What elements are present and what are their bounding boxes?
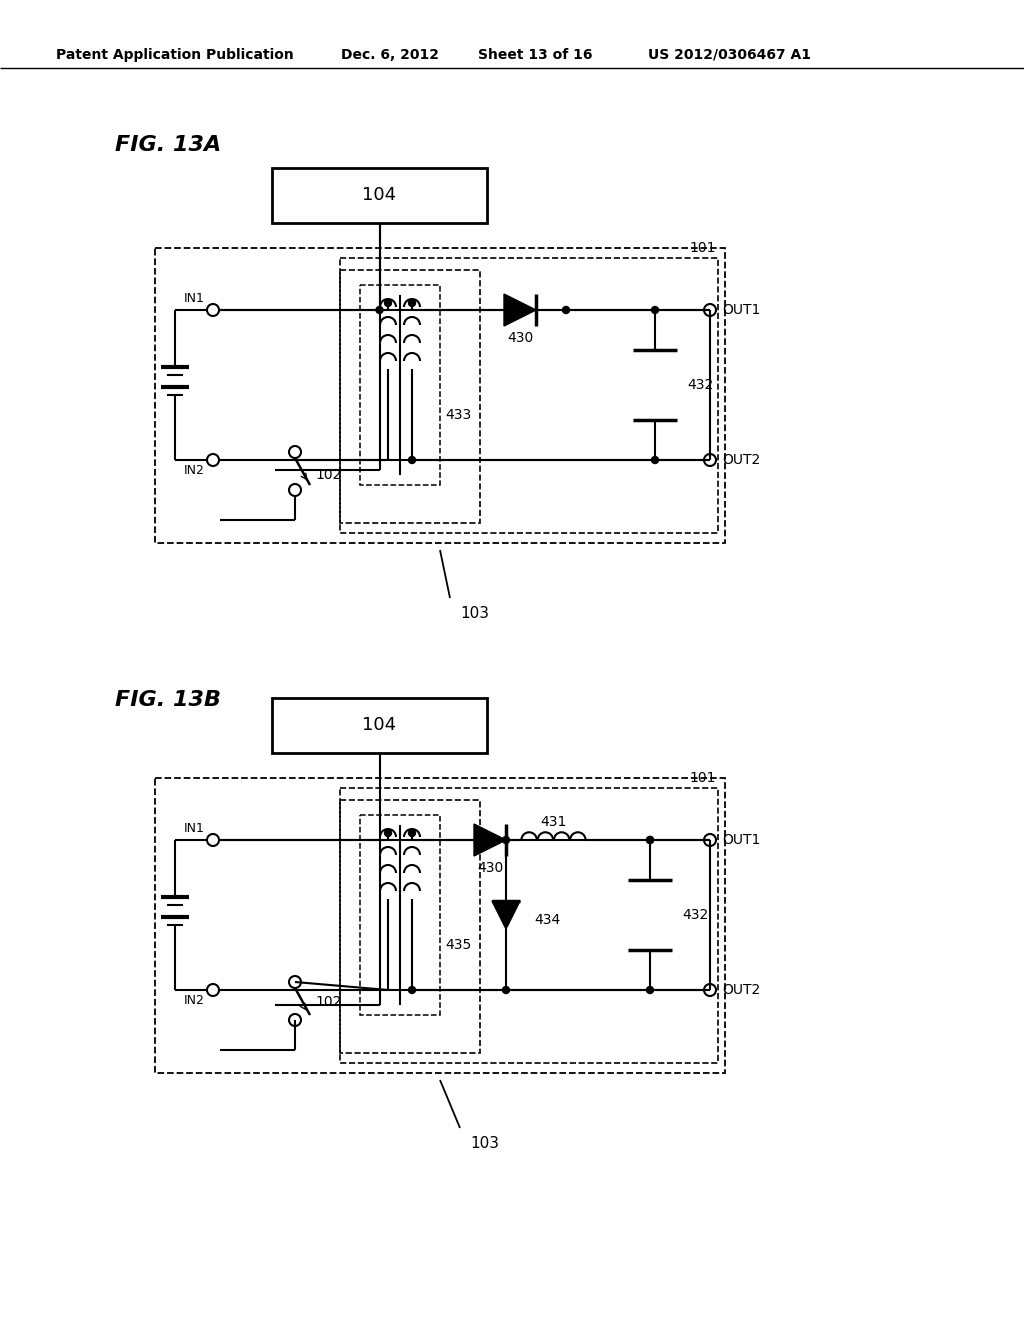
Circle shape (207, 454, 219, 466)
Text: IN2: IN2 (184, 994, 205, 1006)
Text: 102: 102 (315, 469, 341, 482)
Bar (340, 800, 480, 1053)
Circle shape (705, 983, 716, 997)
Text: IN1: IN1 (184, 821, 205, 834)
Circle shape (207, 304, 219, 315)
Circle shape (705, 834, 716, 846)
Text: 430: 430 (477, 861, 503, 875)
Bar (340, 788, 718, 1063)
Text: US 2012/0306467 A1: US 2012/0306467 A1 (648, 48, 811, 62)
Bar (155, 248, 725, 543)
Bar (340, 271, 480, 523)
Circle shape (376, 306, 383, 314)
Text: Sheet 13 of 16: Sheet 13 of 16 (478, 48, 592, 62)
Circle shape (705, 304, 716, 315)
Text: 101: 101 (689, 771, 716, 785)
Text: OUT2: OUT2 (722, 983, 760, 997)
Circle shape (646, 837, 653, 843)
Text: 430: 430 (507, 331, 534, 345)
Text: 435: 435 (445, 939, 471, 952)
Text: 431: 431 (541, 814, 566, 829)
Text: IN2: IN2 (184, 463, 205, 477)
Bar (155, 777, 725, 1073)
Circle shape (705, 454, 716, 466)
Circle shape (289, 484, 301, 496)
Text: 104: 104 (362, 717, 396, 734)
Bar (272, 168, 487, 223)
Polygon shape (492, 902, 520, 929)
Circle shape (503, 986, 510, 994)
Circle shape (207, 983, 219, 997)
Bar (272, 698, 487, 752)
Text: 104: 104 (362, 186, 396, 205)
Text: FIG. 13B: FIG. 13B (115, 690, 221, 710)
Text: 432: 432 (682, 908, 709, 921)
Text: IN1: IN1 (184, 292, 205, 305)
Circle shape (289, 1014, 301, 1026)
Circle shape (651, 306, 658, 314)
Text: 433: 433 (445, 408, 471, 422)
Circle shape (384, 300, 391, 306)
Circle shape (503, 837, 510, 843)
Text: 103: 103 (461, 606, 489, 620)
Text: 434: 434 (534, 913, 560, 927)
Circle shape (646, 986, 653, 994)
Text: Dec. 6, 2012: Dec. 6, 2012 (341, 48, 439, 62)
Circle shape (384, 829, 391, 837)
Polygon shape (474, 824, 506, 855)
Bar (360, 814, 440, 1015)
Circle shape (646, 837, 653, 843)
Circle shape (409, 457, 416, 463)
Bar (360, 285, 440, 484)
Circle shape (289, 446, 301, 458)
Text: 432: 432 (687, 378, 714, 392)
Text: 103: 103 (470, 1135, 500, 1151)
Circle shape (207, 834, 219, 846)
Text: 101: 101 (689, 242, 716, 255)
Text: Patent Application Publication: Patent Application Publication (56, 48, 294, 62)
Circle shape (289, 975, 301, 987)
Text: OUT1: OUT1 (722, 304, 761, 317)
Circle shape (651, 457, 658, 463)
Circle shape (409, 986, 416, 994)
Text: 102: 102 (315, 995, 341, 1008)
Circle shape (562, 306, 569, 314)
Circle shape (409, 829, 416, 837)
Text: OUT1: OUT1 (722, 833, 761, 847)
Bar (340, 257, 718, 533)
Text: OUT2: OUT2 (722, 453, 760, 467)
Polygon shape (504, 294, 536, 326)
Text: FIG. 13A: FIG. 13A (115, 135, 221, 154)
Circle shape (409, 300, 416, 306)
